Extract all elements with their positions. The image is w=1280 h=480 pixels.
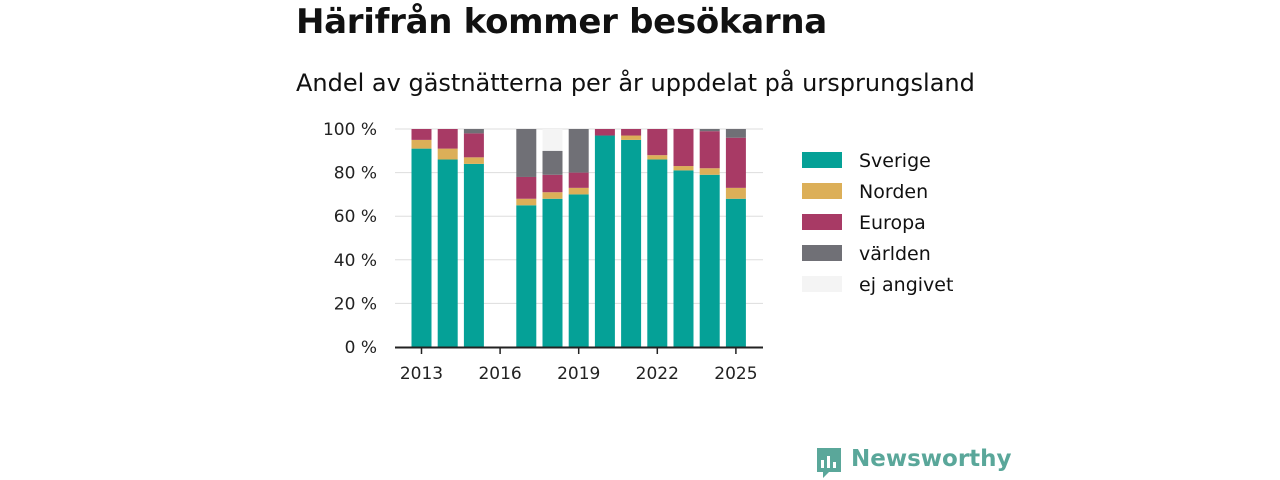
bar-segment-sverige [568, 194, 589, 347]
bar-segment-sverige [411, 148, 432, 347]
x-tick-label: 2022 [636, 364, 679, 384]
bar-segment-norden [411, 139, 432, 149]
y-tick-label: 40 % [334, 251, 377, 271]
bar-segment-världen [463, 129, 484, 134]
bar-segment-världen [542, 150, 563, 175]
legend-swatch [802, 183, 842, 199]
y-tick-label: 60 % [334, 207, 377, 227]
bar-segment-europa [725, 137, 746, 188]
legend-swatch [802, 276, 842, 292]
bar-segment-sverige [647, 159, 668, 347]
legend-label: världen [859, 243, 931, 265]
bar-segment-sverige [542, 198, 563, 347]
legend-label: Sverige [859, 150, 931, 172]
bar-segment-europa [699, 131, 720, 169]
bar-segment-norden [621, 135, 642, 140]
newsworthy-logo-icon [817, 448, 841, 478]
bar-segment-norden [516, 198, 537, 206]
bar-segment-europa [673, 129, 694, 167]
bar-segment-sverige [725, 198, 746, 347]
y-tick-label: 80 % [334, 164, 377, 184]
bar-segment-världen [516, 129, 537, 177]
bar-segment-norden [463, 157, 484, 164]
bar-segment-sverige [437, 159, 458, 347]
x-tick-label: 2013 [400, 364, 443, 384]
bar-segment-europa [516, 176, 537, 199]
bar-segment-norden [542, 192, 563, 199]
newsworthy-logo: Newsworthy [815, 446, 1012, 480]
y-tick-label: 100 % [323, 120, 377, 140]
chart-title: Härifrån kommer besökarna [296, 2, 827, 42]
bar-segment-norden [725, 187, 746, 199]
bar-segment-sverige [594, 135, 615, 347]
y-tick-label: 0 % [345, 338, 377, 358]
bar-segment-världen [568, 129, 589, 173]
legend-label: Europa [859, 212, 926, 234]
bar-segment-europa [463, 133, 484, 158]
legend-label: Norden [859, 181, 928, 203]
bar-segment-världen [699, 129, 720, 132]
bar-segment-världen [725, 129, 746, 138]
bar-segment-europa [542, 174, 563, 193]
bar-segment-ej-angivet [542, 129, 563, 151]
x-tick-label: 2016 [478, 364, 521, 384]
bar-segment-norden [568, 187, 589, 195]
x-tick-label: 2025 [714, 364, 757, 384]
bar-segment-sverige [673, 170, 694, 347]
bar-segment-sverige [463, 163, 484, 347]
x-tick-label: 2019 [557, 364, 600, 384]
bar-segment-europa [647, 129, 668, 156]
y-tick-label: 20 % [334, 294, 377, 314]
bar-segment-sverige [699, 174, 720, 347]
legend-label: ej angivet [859, 274, 953, 296]
bar-segment-europa [621, 129, 642, 136]
legend-swatch [802, 214, 842, 230]
legend-swatch [802, 245, 842, 261]
legend-swatch [802, 152, 842, 168]
bar-segment-norden [647, 155, 668, 160]
bar-segment-europa [411, 129, 432, 140]
bar-segment-europa [594, 129, 615, 136]
bar-segment-norden [673, 166, 694, 171]
chart-subtitle: Andel av gästnätterna per år uppdelat på… [296, 69, 975, 97]
bar-segment-sverige [516, 205, 537, 347]
bar-segment-europa [568, 172, 589, 188]
bar-segment-sverige [621, 139, 642, 347]
bar-segment-europa [437, 129, 458, 149]
bar-segment-norden [699, 168, 720, 175]
bar-segment-norden [437, 148, 458, 160]
newsworthy-logo-text: Newsworthy [851, 446, 1012, 472]
